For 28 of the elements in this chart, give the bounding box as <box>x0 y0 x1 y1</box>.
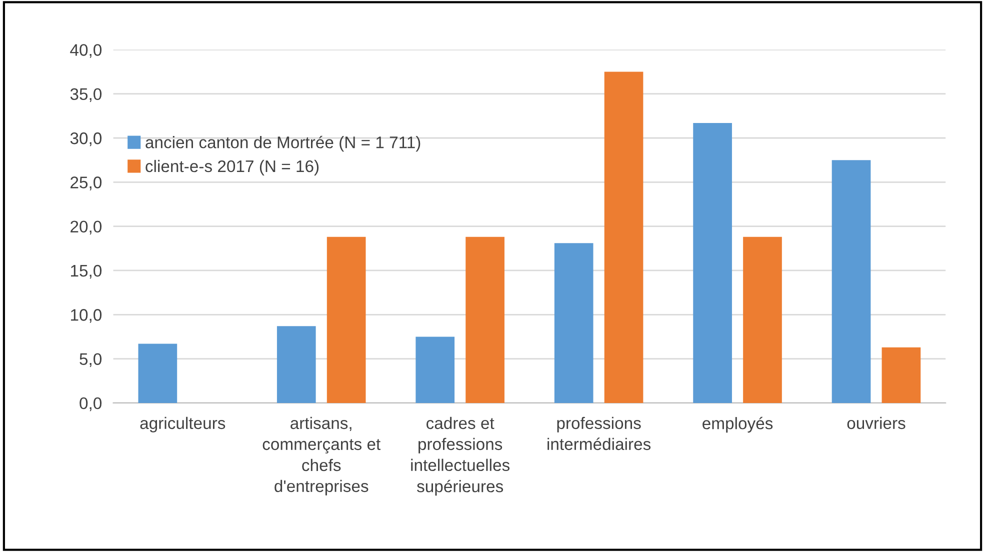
bar <box>604 72 644 403</box>
y-tick-label: 0,0 <box>80 397 102 412</box>
bar <box>326 236 366 403</box>
x-tick-label: artisans, commerçants et chefs d'entreprises <box>262 416 381 496</box>
bar <box>276 326 316 403</box>
y-tick-label: 5,0 <box>80 353 102 367</box>
y-tick-label: 10,0 <box>71 309 102 323</box>
y-tick-label: 40,0 <box>70 44 102 58</box>
bar <box>743 236 782 403</box>
y-tick-label: 15,0 <box>71 264 102 279</box>
bar <box>882 347 921 403</box>
y-tick-label: 25,0 <box>70 176 102 190</box>
bar <box>416 336 455 403</box>
bar <box>832 160 871 403</box>
x-tick-label: cadres et professions intellectuelles supérieures <box>411 416 510 496</box>
x-tick-label: ouvriers <box>847 416 906 430</box>
bar <box>554 243 594 403</box>
bar <box>466 236 504 403</box>
bar <box>138 344 178 403</box>
x-tick-label: agriculteurs <box>140 416 226 432</box>
legend-label: client-e-s 2017 (N = 16) <box>146 160 319 176</box>
x-tick-label: employés <box>702 416 773 433</box>
bar <box>693 122 732 403</box>
x-tick-label: professions intermédiaires <box>548 416 651 450</box>
legend-label: ancien canton de Mortrée (N = 1 711) <box>146 136 420 152</box>
y-tick-label: 30,0 <box>70 132 102 146</box>
y-tick-label: 20,0 <box>70 220 102 234</box>
y-tick-label: 35,0 <box>70 88 102 102</box>
